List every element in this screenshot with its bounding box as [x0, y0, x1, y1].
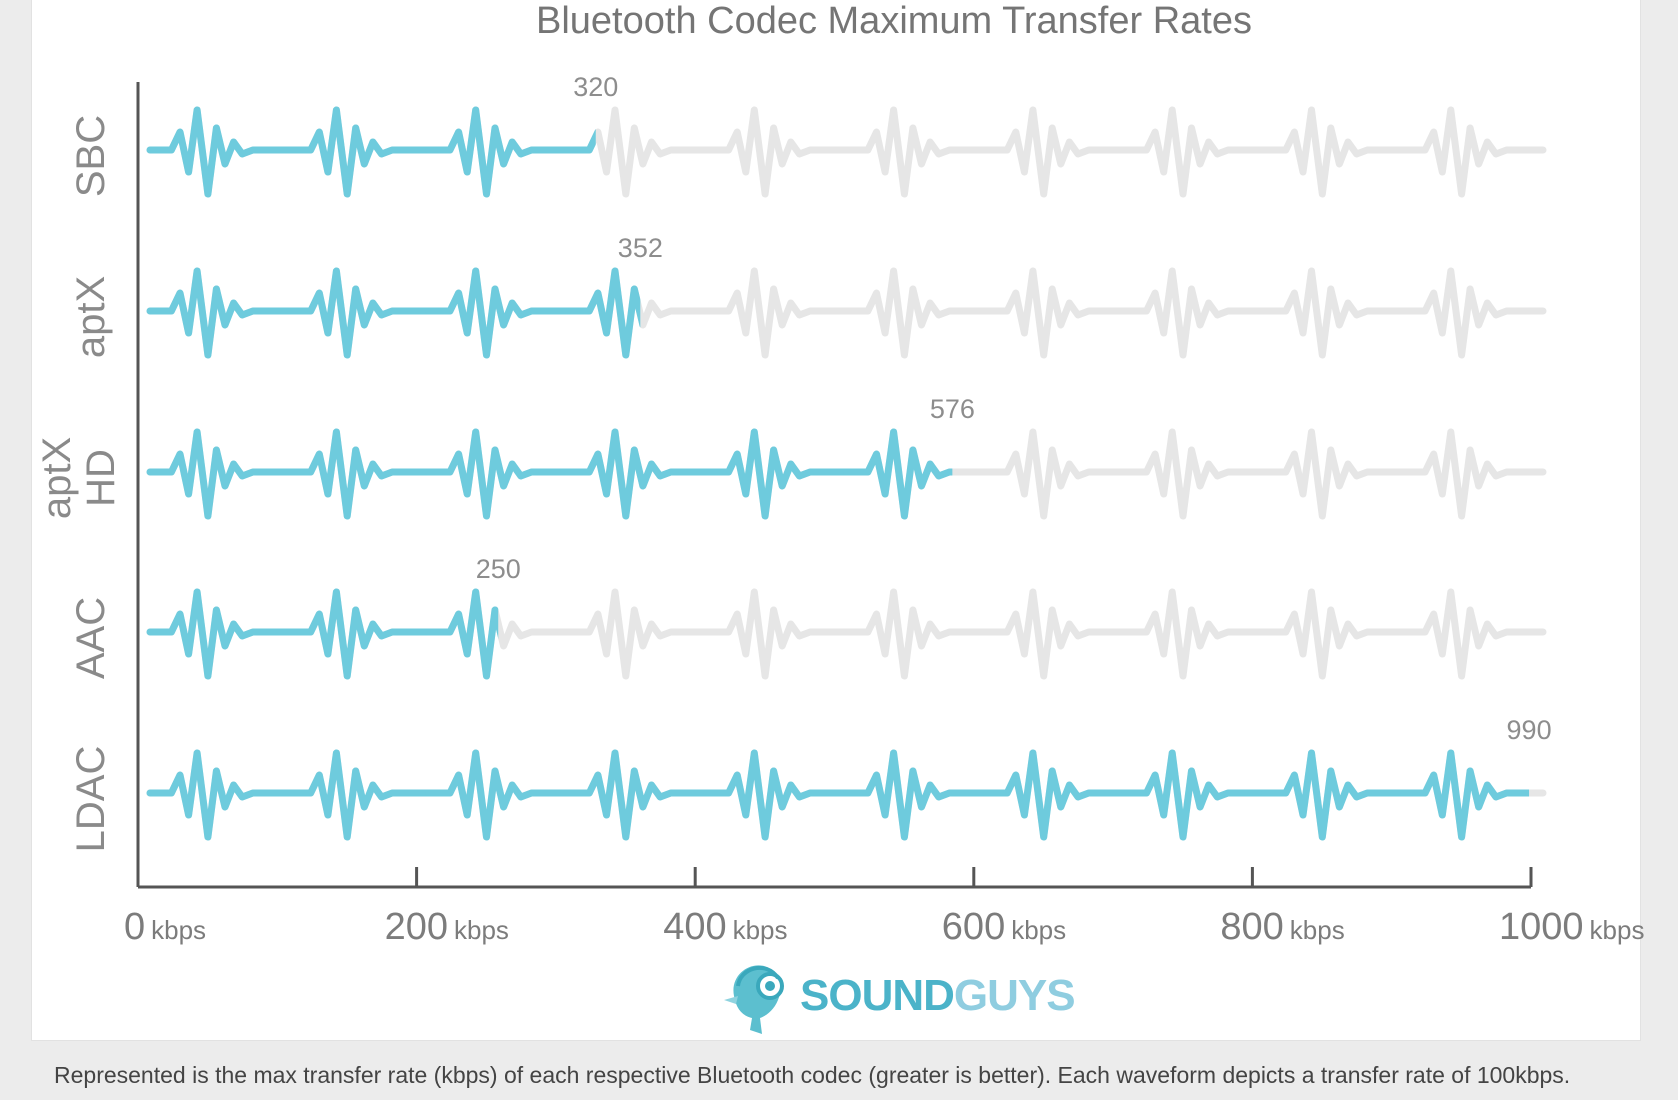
codec-row-aptx: [146, 267, 1547, 359]
waveform-empty: [843, 267, 990, 359]
waveform-empty: [1400, 267, 1547, 359]
waveform-filled: [843, 749, 990, 841]
category-label: AAC: [69, 597, 113, 679]
soundguys-logo: SOUNDGUYS: [720, 956, 1076, 1036]
codec-row-ldac: [146, 749, 1547, 841]
codec-row-sbc: [146, 106, 1547, 198]
waveform-filled: [564, 267, 641, 359]
category-label: aptXHD: [35, 437, 123, 519]
waveform-empty: [1121, 588, 1268, 680]
waveform-filled: [285, 106, 433, 198]
x-tick-label: 600 kbps: [942, 906, 1066, 948]
svg-text:aptXHD: aptXHD: [35, 437, 123, 519]
axis-layer: 0 kbps 200 kbps 400 kbps 600 kbps 800 kbps 1000 kbp…: [124, 82, 1644, 948]
value-label: 250: [476, 554, 521, 584]
waveform-empty: [703, 588, 850, 680]
waveform-empty: [1260, 428, 1408, 520]
waveform-filled: [425, 588, 499, 680]
waveform-empty: [564, 106, 711, 198]
waveform-empty: [1121, 428, 1268, 520]
waveform-empty: [1400, 106, 1547, 198]
logo-word-sound: SOUND: [800, 971, 955, 1020]
waveform-filled: [982, 749, 1129, 841]
waveform-empty: [1121, 267, 1268, 359]
chart-title: Bluetooth Codec Maximum Transfer Rates: [536, 0, 1252, 42]
filled-waveforms: [146, 106, 596, 198]
waveform-empty: [982, 428, 1129, 520]
waveform-filled: [285, 749, 433, 841]
waveform-empty: [982, 588, 1129, 680]
category-label: aptX: [69, 276, 113, 358]
x-tick-label: 1000 kbps: [1499, 906, 1644, 948]
waveform-filled: [146, 588, 293, 680]
value-label: 352: [618, 233, 663, 263]
svg-text:SBC: SBC: [69, 115, 113, 197]
waveform-filled: [703, 428, 850, 520]
waveform-filled: [425, 106, 572, 198]
category-label: LDAC: [69, 746, 113, 853]
waveform-filled: [146, 106, 293, 198]
waveform-filled: [285, 267, 433, 359]
x-tick-label: 200 kbps: [385, 906, 509, 948]
waveform-empty: [843, 106, 990, 198]
waveform-filled: [146, 428, 293, 520]
value-label: 576: [930, 394, 975, 424]
waveform-empty: [982, 267, 1129, 359]
waveform-empty: [1260, 267, 1408, 359]
waveform-empty: [1121, 106, 1268, 198]
value-label: 990: [1507, 715, 1552, 745]
waveform-filled: [564, 749, 711, 841]
waveform-empty: [1400, 428, 1547, 520]
waveform-empty: [982, 106, 1129, 198]
waveform-empty: [703, 106, 850, 198]
headphone-guy-icon: [724, 965, 784, 1034]
waveform-filled: [285, 428, 433, 520]
waveform-filled: [703, 749, 850, 841]
waveform-filled: [1400, 749, 1530, 841]
rows-layer: [146, 106, 1547, 841]
waveform-empty: [1400, 588, 1547, 680]
waveform-empty: [564, 588, 711, 680]
svg-text:AAC: AAC: [69, 597, 113, 679]
waveform-filled: [146, 749, 293, 841]
waveform-filled: [425, 267, 572, 359]
filled-waveforms: [146, 588, 499, 680]
x-tick-label: 400 kbps: [663, 906, 787, 948]
waveform-filled: [1260, 749, 1408, 841]
filled-waveforms: [146, 428, 953, 520]
x-tick-label: 800 kbps: [1220, 906, 1344, 948]
waveform-empty: [1260, 106, 1408, 198]
logo-wordmark: SOUNDGUYS: [800, 971, 1076, 1021]
waveform-filled: [425, 428, 572, 520]
x-tick-label: 0 kbps: [124, 906, 206, 948]
waveform-filled: [425, 749, 572, 841]
waveform-filled: [564, 428, 711, 520]
waveform-filled: [146, 267, 293, 359]
labels-layer: 320 SBC 352 aptX 576 aptXHD 250 AAC 990 LDAC: [35, 72, 1552, 852]
figure-caption: Represented is the max transfer rate (kb…: [54, 1062, 1571, 1088]
filled-waveforms: [146, 267, 641, 359]
logo-word-guys: GUYS: [953, 971, 1076, 1020]
category-label: SBC: [69, 115, 113, 197]
value-label: 320: [573, 72, 618, 102]
filled-waveforms: [146, 749, 1530, 841]
svg-text:aptX: aptX: [69, 276, 113, 358]
waveform-empty: [843, 588, 990, 680]
codec-row-aptx-hd: [146, 428, 1547, 520]
waveform-filled: [285, 588, 433, 680]
waveform-filled: [1121, 749, 1268, 841]
waveform-empty: [1260, 588, 1408, 680]
chart-card: [32, 0, 1640, 1040]
waveform-filled: [843, 428, 953, 520]
svg-text:LDAC: LDAC: [69, 746, 113, 853]
waveform-empty: [703, 267, 850, 359]
codec-row-aac: [146, 588, 1547, 680]
